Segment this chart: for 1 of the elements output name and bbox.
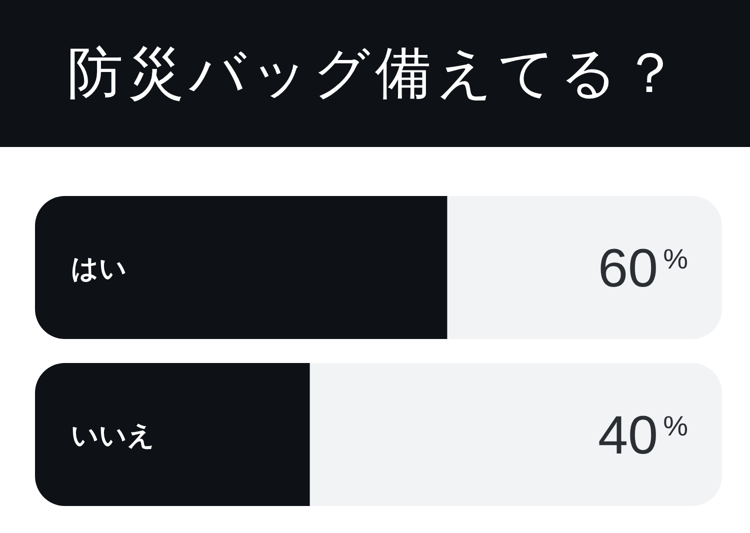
title: 防災バッグ備えてる？ [67,41,683,104]
